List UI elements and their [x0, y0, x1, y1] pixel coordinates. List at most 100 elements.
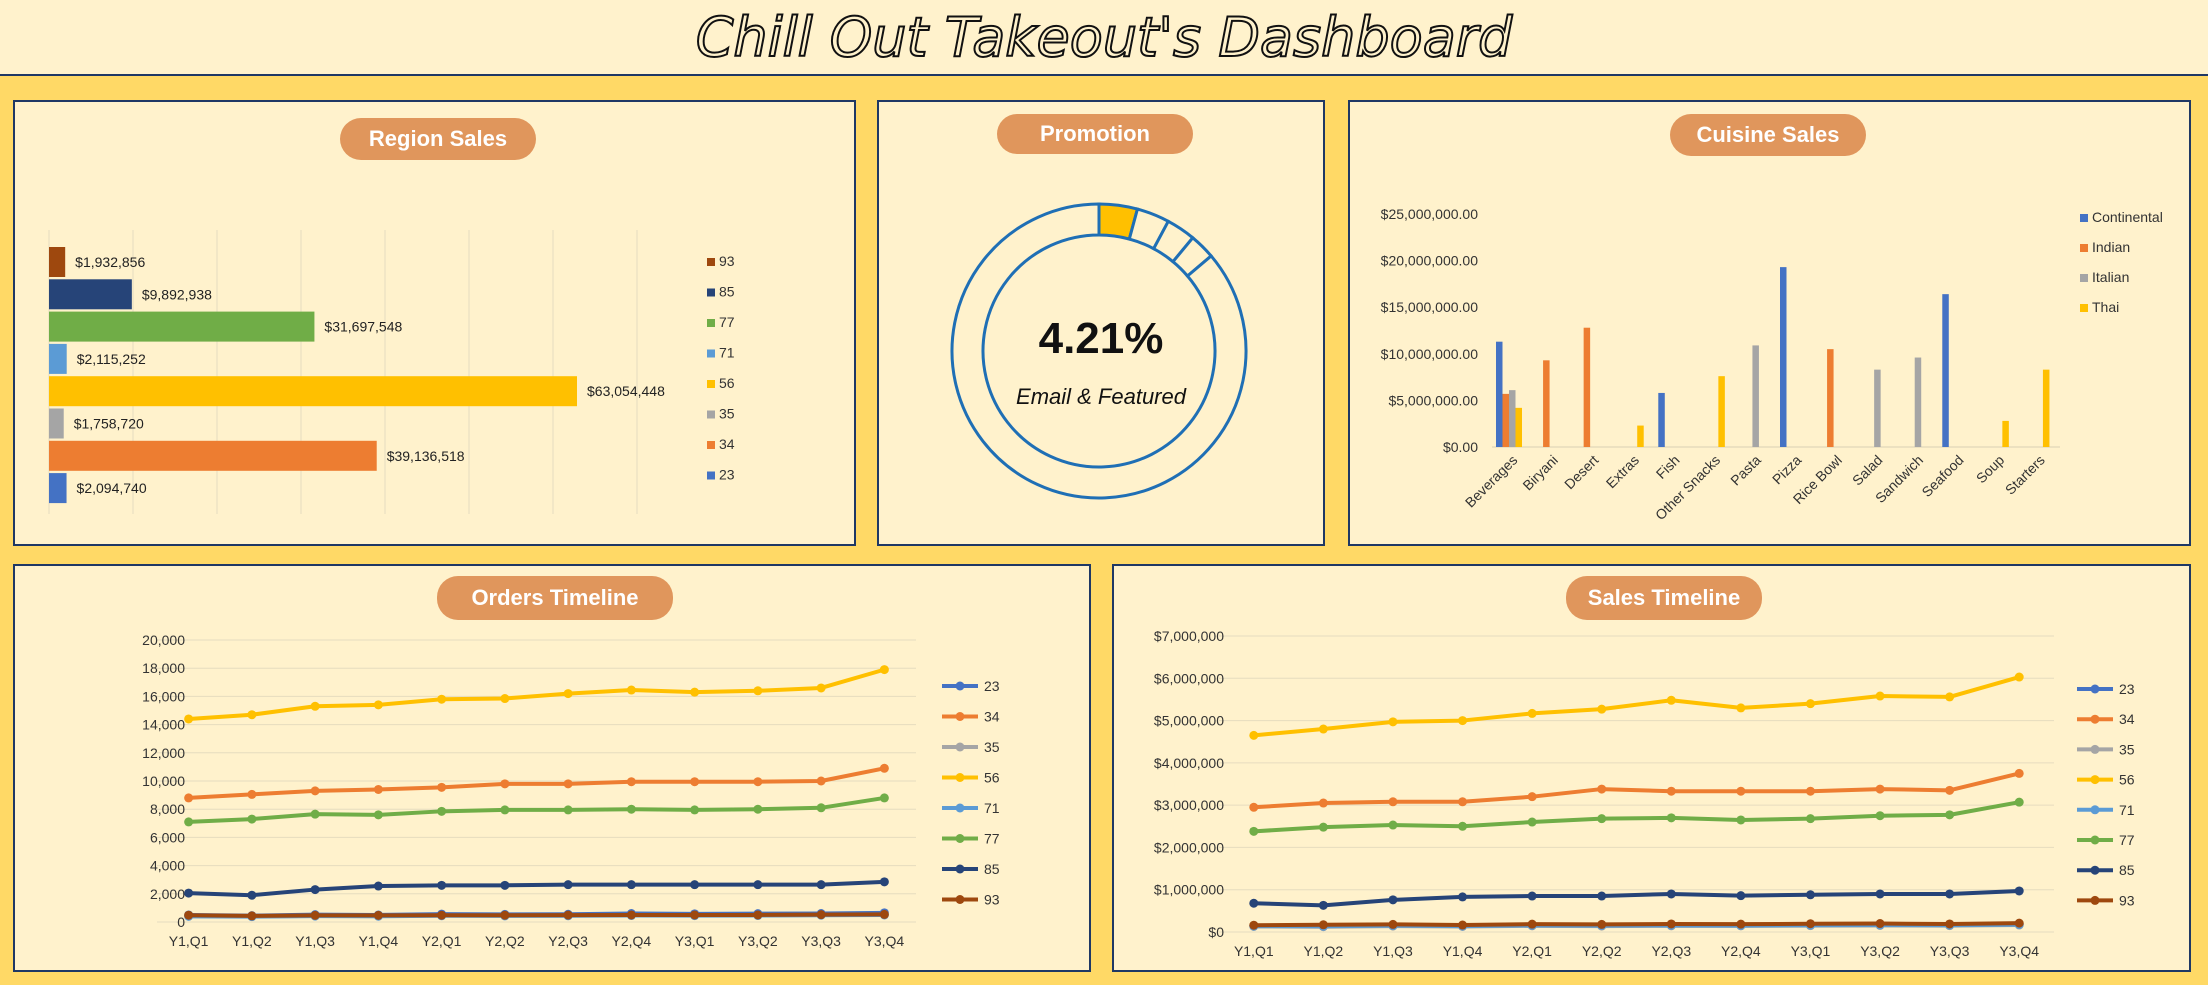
cuisine-sales-bar [1637, 425, 1644, 447]
region-sales-bar [49, 376, 577, 407]
cuisine-sales-category-label: Seafood [1918, 452, 1966, 500]
sales-timeline-data-point [1666, 786, 1676, 796]
orders-timeline-y-tick: 10,000 [142, 773, 185, 789]
region-sales-data-label: $1,758,720 [74, 416, 144, 432]
promotion-caption: Email & Featured [1016, 384, 1186, 409]
cuisine-sales-category-label: Starters [2002, 452, 2048, 498]
sales-timeline-data-point [1249, 802, 1259, 812]
sales-timeline-legend-label: 85 [2119, 862, 2135, 878]
orders-timeline-data-point [373, 910, 383, 920]
sales-timeline-data-point [1805, 699, 1815, 709]
region-sales-bar [49, 279, 132, 310]
sales-timeline-data-point [1458, 716, 1468, 726]
sales-timeline-data-point [1805, 786, 1815, 796]
sales-timeline-y-tick: $4,000,000 [1154, 755, 1224, 771]
cuisine-sales-bar [1874, 369, 1881, 447]
sales-timeline-data-point [1249, 898, 1259, 908]
orders-timeline-data-point [310, 809, 320, 819]
orders-timeline-legend-marker [955, 681, 965, 691]
orders-timeline-data-point [184, 910, 194, 920]
cuisine-sales-chart: $0.00 $5,000,000.00 $10,000,000.00 $15,000,… [1381, 206, 2163, 523]
orders-timeline-x-tick: Y3,Q3 [801, 933, 841, 949]
sales-timeline-data-point [1805, 814, 1815, 824]
region-sales-legend-label: 71 [719, 345, 735, 361]
orders-timeline-series-line [188, 879, 885, 898]
region-sales-data-label: $9,892,938 [142, 286, 212, 302]
orders-timeline-y-tick: 14,000 [142, 717, 185, 733]
orders-timeline-data-point [816, 683, 826, 693]
sales-timeline-data-point [1805, 919, 1815, 929]
sales-timeline-series-line [1253, 771, 2020, 810]
orders-timeline-x-tick: Y3,Q1 [675, 933, 715, 949]
sales-timeline-x-tick: Y1,Q3 [1373, 943, 1413, 959]
promotion-panel: Promotion 4.21% Email & Featured [877, 100, 1325, 546]
region-sales-bar [49, 473, 67, 504]
sales-timeline-data-point [1318, 920, 1328, 930]
orders-timeline-data-point [563, 910, 573, 920]
orders-timeline-data-point [690, 880, 700, 890]
sales-timeline-data-point [1736, 815, 1746, 825]
orders-timeline-legend-label: 71 [984, 800, 1000, 816]
cuisine-sales-legend-swatch [2080, 274, 2088, 282]
orders-timeline-data-point [310, 885, 320, 895]
sales-timeline-data-point [1945, 692, 1955, 702]
region-sales-data-label: $2,115,252 [77, 351, 146, 367]
sales-timeline-y-tick: $1,000,000 [1154, 882, 1224, 898]
sales-timeline-title: Sales Timeline [1566, 576, 1762, 620]
cuisine-sales-title: Cuisine Sales [1670, 114, 1866, 156]
orders-timeline-data-point [373, 810, 383, 820]
orders-timeline-series-line [188, 766, 885, 800]
orders-timeline-data-point [626, 685, 636, 695]
sales-timeline-data-point [1945, 889, 1955, 899]
sales-timeline-x-tick: Y2,Q2 [1582, 943, 1622, 959]
orders-timeline-data-point [563, 805, 573, 815]
promotion-title: Promotion [997, 114, 1193, 154]
orders-timeline-x-tick: Y2,Q2 [485, 933, 525, 949]
sales-timeline-data-point [2014, 797, 2024, 807]
sales-timeline-data-point [1458, 920, 1468, 930]
cuisine-sales-y-tick: $10,000,000.00 [1381, 346, 1479, 362]
region-sales-data-label: $1,932,856 [75, 254, 145, 270]
cuisine-sales-legend-label: Italian [2092, 269, 2129, 285]
sales-timeline-panel: Sales Timeline $0 $1,000,000 $2,000,000 $3,… [1112, 564, 2191, 972]
orders-timeline-data-point [816, 910, 826, 920]
region-sales-legend-swatch [707, 380, 715, 388]
orders-timeline-data-point [247, 789, 257, 799]
orders-timeline-data-point [753, 686, 763, 696]
orders-timeline-legend-label: 35 [984, 739, 1000, 755]
cuisine-sales-bar [1752, 345, 1759, 447]
orders-timeline-data-point [184, 817, 194, 827]
orders-timeline-data-point [247, 814, 257, 824]
orders-timeline-data-point [500, 880, 510, 890]
cuisine-sales-bar [1914, 357, 1922, 447]
sales-timeline-data-point [1458, 892, 1468, 902]
sales-timeline-x-tick: Y2,Q3 [1651, 943, 1691, 959]
sales-timeline-data-point [1527, 891, 1537, 901]
sales-timeline-data-point [1736, 891, 1746, 901]
orders-timeline-data-point [184, 714, 194, 724]
sales-timeline-data-point [2014, 886, 2024, 896]
region-sales-data-label: $63,054,448 [587, 383, 665, 399]
orders-timeline-data-point [500, 694, 510, 704]
orders-timeline-data-point [373, 784, 383, 794]
sales-timeline-legend-marker [2090, 684, 2100, 694]
sales-timeline-legend-marker [2090, 805, 2100, 815]
orders-timeline-series-line [188, 667, 885, 721]
orders-timeline-data-point [879, 909, 889, 919]
orders-timeline-data-point [816, 776, 826, 786]
cuisine-sales-bar [1502, 393, 1509, 447]
orders-timeline-data-point [879, 793, 889, 803]
orders-timeline-x-tick: Y1,Q4 [359, 933, 399, 949]
sales-timeline-legend-marker [2090, 744, 2100, 754]
sales-timeline-data-point [1666, 919, 1676, 929]
sales-timeline-legend-marker [2090, 895, 2100, 905]
orders-timeline-data-point [500, 910, 510, 920]
orders-timeline-data-point [437, 910, 447, 920]
sales-timeline-legend-marker [2090, 714, 2100, 724]
orders-timeline-x-tick: Y1,Q2 [232, 933, 272, 949]
cuisine-sales-bar [1718, 376, 1725, 447]
orders-timeline-data-point [816, 803, 826, 813]
sales-timeline-data-point [1458, 821, 1468, 831]
orders-timeline-data-point [373, 700, 383, 710]
orders-timeline-data-point [626, 777, 636, 787]
